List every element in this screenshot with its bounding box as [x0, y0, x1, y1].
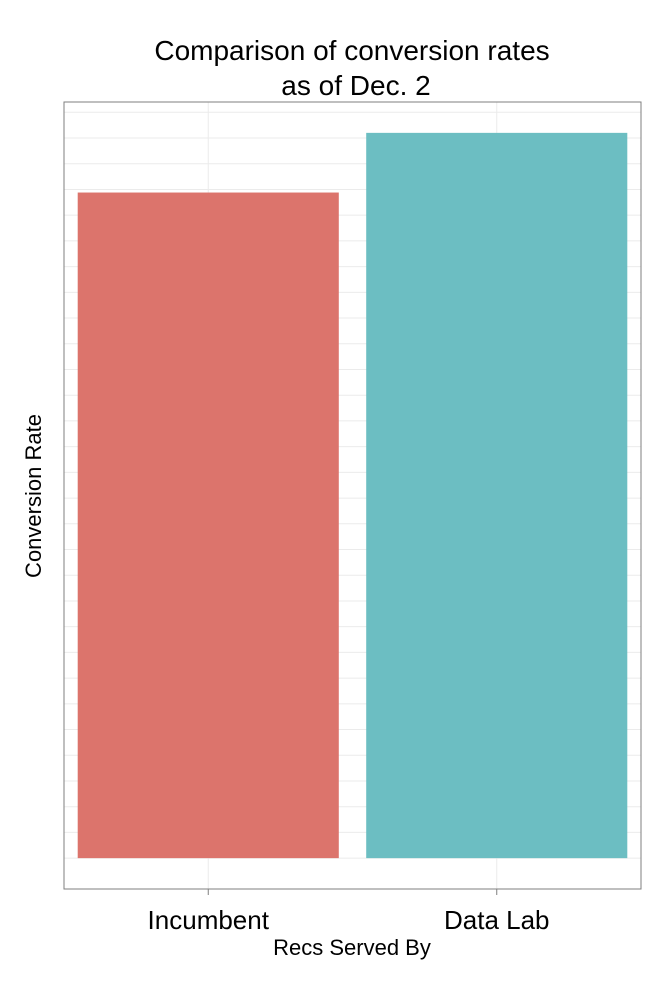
x-axis-label: Recs Served By [273, 935, 431, 960]
x-tick-label: Incumbent [148, 905, 270, 935]
x-tick-label: Data Lab [444, 905, 550, 935]
x-axis-ticks: Incumbent Data Lab [148, 889, 550, 935]
bar-incumbent [77, 192, 339, 859]
bar-data-lab [366, 132, 628, 859]
chart-title-line-2: as of Dec. 2 [281, 70, 430, 101]
y-axis-label: Conversion Rate [21, 414, 46, 578]
panel-border [63, 101, 642, 890]
bars-group [77, 132, 628, 859]
chart-title-line-1: Comparison of conversion rates [154, 35, 549, 66]
